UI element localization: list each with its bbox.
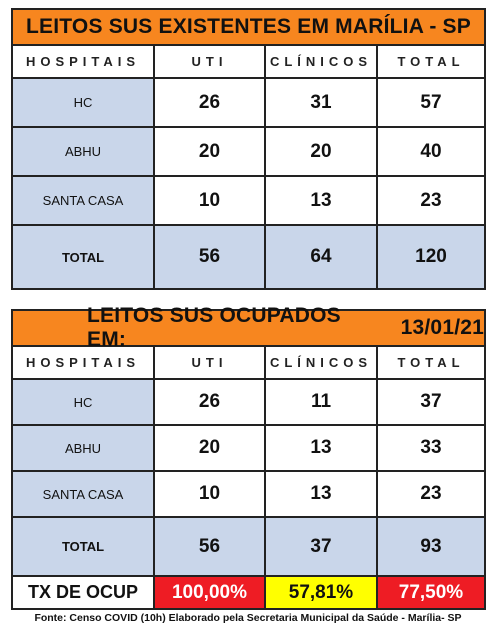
- existing-beds-title: LEITOS SUS EXISTENTES EM MARÍLIA - SP: [13, 10, 484, 46]
- grand-total: 120: [378, 226, 484, 288]
- table-row: ABHU 20 20 40: [13, 128, 484, 177]
- table-row: ABHU 20 13 33: [13, 426, 484, 472]
- occupancy-rate-row: TX DE OCUP 100,00% 57,81% 77,50%: [13, 577, 484, 608]
- uti-value: 26: [155, 380, 266, 424]
- table-row: HC 26 11 37: [13, 380, 484, 426]
- header-clinicos: CLÍNICOS: [266, 347, 378, 378]
- clinicos-value: 13: [266, 426, 378, 470]
- clinicos-value: 11: [266, 380, 378, 424]
- clinicos-value: 13: [266, 177, 378, 224]
- occupied-beds-title: LEITOS SUS OCUPADOS EM: 13/01/21: [13, 304, 484, 351]
- source-footnote: Fonte: Censo COVID (10h) Elaborado pela …: [34, 612, 462, 624]
- total-row: TOTAL 56 37 93: [13, 518, 484, 577]
- uti-total: 56: [155, 226, 266, 288]
- total-label: TOTAL: [13, 226, 155, 288]
- total-value: 33: [420, 437, 442, 458]
- uti-value: 10: [155, 177, 266, 224]
- occupied-title-text: LEITOS SUS OCUPADOS EM:: [87, 304, 341, 351]
- header-hospitais: HOSPITAIS: [13, 347, 155, 378]
- clinicos-value: 20: [266, 128, 378, 175]
- clinicos-occupancy: 57,81%: [266, 577, 378, 608]
- grand-total: 93: [378, 518, 484, 575]
- uti-value: 26: [155, 79, 266, 126]
- clinicos-value: 31: [266, 79, 378, 126]
- clinicos-value: 13: [266, 472, 378, 516]
- hospital-name: ABHU: [13, 128, 155, 175]
- header-total: TOTAL: [378, 46, 484, 77]
- total-value: 37: [420, 391, 442, 412]
- uti-value: 10: [155, 472, 266, 516]
- header-clinicos: CLÍNICOS: [266, 46, 378, 77]
- uti-value: 20: [155, 426, 266, 470]
- existing-beds-table: LEITOS SUS EXISTENTES EM MARÍLIA - SP HO…: [11, 8, 486, 290]
- occupied-beds-table: LEITOS SUS OCUPADOS EM: 13/01/21 HOSPITA…: [11, 304, 486, 610]
- header-total: TOTAL: [378, 347, 484, 378]
- occupancy-label: TX DE OCUP: [13, 577, 155, 608]
- total-value: 23: [420, 189, 442, 211]
- uti-total: 56: [155, 518, 266, 575]
- hospital-name: HC: [13, 380, 155, 424]
- hospital-name: ABHU: [13, 426, 155, 470]
- clinicos-total: 64: [266, 226, 378, 288]
- table-header-row: HOSPITAIS UTI CLÍNICOS TOTAL: [13, 347, 484, 380]
- uti-value: 20: [155, 128, 266, 175]
- header-uti: UTI: [155, 347, 266, 378]
- total-row: TOTAL 56 64 120: [13, 226, 484, 288]
- total-value: 57: [420, 91, 442, 113]
- hospital-name: SANTA CASA: [13, 177, 155, 224]
- table-row: SANTA CASA 10 13 23: [13, 177, 484, 226]
- total-occupancy: 77,50%: [378, 577, 484, 608]
- total-value: 40: [420, 140, 442, 162]
- total-label: TOTAL: [13, 518, 155, 575]
- total-value: 23: [420, 483, 442, 504]
- occupied-date: 13/01/21: [400, 316, 484, 339]
- clinicos-total: 37: [266, 518, 378, 575]
- hospital-name: SANTA CASA: [13, 472, 155, 516]
- table-row: SANTA CASA 10 13 23: [13, 472, 484, 518]
- table-header-row: HOSPITAIS UTI CLÍNICOS TOTAL: [13, 46, 484, 79]
- table-row: HC 26 31 57: [13, 79, 484, 128]
- hospital-name: HC: [13, 79, 155, 126]
- uti-occupancy: 100,00%: [155, 577, 266, 608]
- header-uti: UTI: [155, 46, 266, 77]
- header-hospitais: HOSPITAIS: [13, 46, 155, 77]
